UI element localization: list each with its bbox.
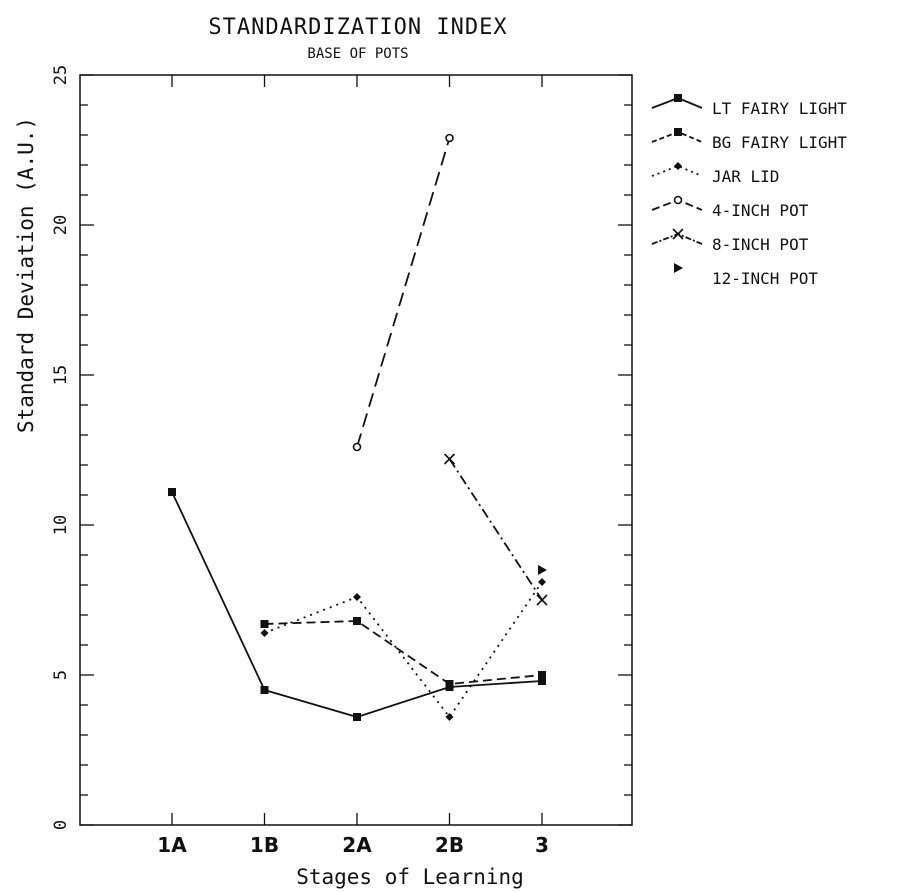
legend-item-4-inch-pot: 4-INCH POT: [651, 195, 809, 220]
data-point-bg-fairy-light: [538, 671, 546, 679]
y-axis: 0 5 10 15 20 25: [51, 65, 632, 830]
legend-item-bg-fairy-light: BG FAIRY LIGHT: [651, 128, 847, 152]
legend-label: 12-INCH POT: [712, 269, 818, 288]
legend-item-8-inch-pot: 8-INCH POT: [651, 228, 809, 254]
data-point-jar-lid: [260, 629, 269, 637]
data-point-4-inch-pot: [352, 442, 362, 452]
data-point-bg-fairy-light: [353, 617, 361, 625]
y-tick-label: 20: [51, 215, 71, 235]
data-point-lt-fairy-light: [168, 488, 176, 496]
legend-item-12-inch-pot: 12-INCH POT: [674, 263, 818, 288]
series-line-4-inch-pot: [356, 137, 451, 448]
data-point-bg-fairy-light: [445, 680, 454, 688]
legend: LT FAIRY LIGHT BG FAIRY LIGHT JAR LID 4-INC…: [651, 94, 847, 288]
x-tick-label: 2B: [435, 833, 464, 857]
y-axis-label: Standard Deviation (A.U.): [14, 117, 38, 433]
data-point-jar-lid: [445, 713, 454, 721]
legend-marker: [674, 128, 682, 136]
data-point-8-inch-pot: [536, 594, 548, 606]
series-layer: [168, 133, 548, 721]
series-line-jar-lid: [264, 581, 543, 719]
data-point-jar-lid: [538, 578, 546, 586]
x-tick-label: 2A: [342, 833, 372, 857]
x-tick-label: 1A: [157, 833, 187, 857]
x-tick-label: 1B: [250, 833, 279, 857]
legend-marker: [674, 94, 682, 102]
legend-label: BG FAIRY LIGHT: [712, 133, 847, 152]
legend-item-lt-fairy-light: LT FAIRY LIGHT: [651, 94, 847, 118]
data-point-lt-fairy-light: [538, 677, 546, 685]
series-bg-fairy-light: [260, 617, 546, 688]
data-point-bg-fairy-light: [260, 620, 269, 628]
chart-subtitle: BASE OF POTS: [307, 46, 408, 62]
legend-label: JAR LID: [712, 167, 779, 186]
x-axis-label: Stages of Learning: [296, 865, 524, 889]
series-12-inch-pot: [538, 565, 547, 575]
legend-marker: [674, 162, 682, 170]
chart-title: STANDARDIZATION INDEX: [208, 15, 507, 40]
legend-marker: [674, 263, 683, 273]
series-4-inch-pot: [352, 133, 454, 452]
x-axis: 1A 1B 2A 2B 3: [157, 75, 549, 857]
y-tick-label: 10: [51, 515, 71, 535]
y-tick-label: 25: [51, 65, 71, 85]
data-point-jar-lid: [353, 593, 361, 601]
data-point-8-inch-pot: [443, 453, 456, 465]
series-line-8-inch-pot: [448, 458, 543, 601]
legend-label: LT FAIRY LIGHT: [712, 99, 847, 118]
legend-label: 8-INCH POT: [712, 235, 809, 254]
y-tick-label: 0: [51, 820, 71, 830]
legend-label: 4-INCH POT: [712, 201, 809, 220]
y-tick-label: 15: [51, 365, 71, 385]
legend-item-jar-lid: JAR LID: [651, 162, 779, 186]
y-tick-label: 5: [51, 670, 71, 680]
data-point-lt-fairy-light: [260, 686, 269, 694]
series-8-inch-pot: [443, 453, 548, 606]
series-lt-fairy-light: [168, 488, 546, 721]
data-point-12-inch-pot: [538, 565, 547, 575]
plot-frame: [79, 74, 633, 826]
series-line-lt-fairy-light: [171, 491, 543, 718]
series-jar-lid: [260, 578, 546, 721]
data-point-lt-fairy-light: [353, 713, 361, 721]
series-line-bg-fairy-light: [264, 620, 543, 685]
legend-marker: [673, 195, 683, 205]
legend-marker: [672, 228, 684, 240]
x-tick-label: 3: [535, 833, 549, 857]
data-point-4-inch-pot: [445, 133, 454, 143]
